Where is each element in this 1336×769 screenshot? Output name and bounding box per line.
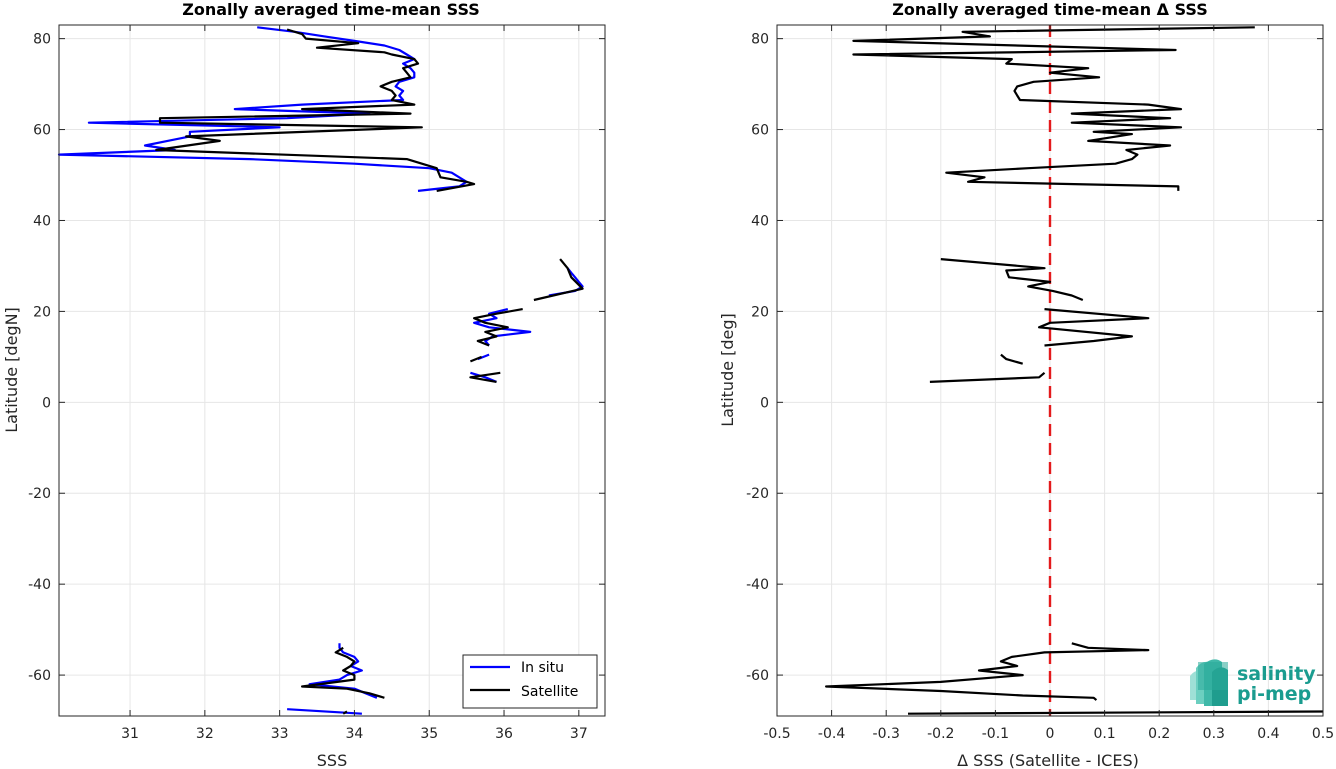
delta-sss-x-tick-label: 0.2: [1148, 726, 1170, 742]
logo-text-salinity: salinity: [1237, 663, 1316, 685]
delta-sss-x-tick-label: -0.3: [873, 726, 900, 742]
sss-x-tick-label: 32: [196, 726, 214, 742]
sss-x-tick-label: 37: [570, 726, 588, 742]
delta-sss-difference-line-segment: [1037, 308, 1150, 347]
delta-sss-ticks: -0.5 -0.4 -0.3 -0.2 -0.1 0 0.1 0.2 0.3 0.4 0.5 -60 -…: [746, 25, 1334, 742]
legend: In situ Satellite: [462, 654, 598, 709]
sss-chart-title: Zonally averaged time-mean SSS: [182, 0, 480, 19]
delta-sss-difference-line-segment: [824, 642, 1150, 701]
sss-y-tick-label: -20: [28, 486, 51, 502]
sss-x-tick-label: 34: [346, 726, 364, 742]
delta-sss-difference-line-segment: [940, 258, 1084, 302]
sss-y-tick-label: 60: [33, 123, 51, 139]
delta-sss-difference-line-segment: [929, 371, 1046, 383]
logo-text-pi-mep: pi-mep: [1237, 683, 1311, 705]
sss-satellite-line-segment: [301, 646, 385, 699]
delta-sss-y-tick-label: -60: [746, 668, 769, 684]
delta-sss-lines: [824, 26, 1324, 715]
sss-in-situ-line-segment: [308, 643, 378, 699]
delta-sss-x-tick-label: -0.4: [818, 726, 845, 742]
delta-sss-chart-title: Zonally averaged time-mean Δ SSS: [892, 0, 1208, 19]
delta-sss-x-tick-label: -0.5: [763, 726, 790, 742]
sss-grid: [59, 25, 605, 716]
delta-sss-x-axis-label: Δ SSS (Satellite - ICES): [957, 751, 1139, 769]
delta-sss-panel: Zonally averaged time-mean Δ SSS -0.5 -0.…: [718, 0, 1334, 769]
delta-sss-difference-line-segment: [852, 26, 1255, 191]
delta-sss-y-tick-label: 60: [751, 123, 769, 139]
delta-sss-y-tick-label: 0: [760, 395, 769, 411]
sss-satellite-line-segment: [469, 355, 483, 363]
delta-sss-x-tick-label: 0.3: [1203, 726, 1225, 742]
legend-in-situ-label: In situ: [521, 660, 564, 676]
sss-y-tick-label: 40: [33, 213, 51, 229]
delta-sss-y-tick-label: 20: [751, 304, 769, 320]
delta-sss-y-tick-label: 80: [751, 32, 769, 48]
delta-sss-x-tick-label: 0.4: [1257, 726, 1279, 742]
delta-sss-y-tick-label: 40: [751, 213, 769, 229]
sss-y-tick-label: 20: [33, 304, 51, 320]
sss-plot-area: [59, 25, 605, 716]
salinity-pi-mep-logo: salinity pi-mep: [1190, 659, 1316, 706]
logo-waves-icon: [1190, 659, 1228, 706]
sss-satellite-line-segment: [155, 28, 476, 192]
sss-in-situ-line-segment: [57, 26, 468, 192]
sss-y-axis-label: Latitude [degN]: [2, 307, 21, 433]
sss-y-tick-label: 80: [33, 32, 51, 48]
sss-satellite-line-segment: [469, 371, 501, 383]
delta-sss-y-axis-label: Latitude [deg]: [718, 313, 737, 427]
delta-sss-x-tick-label: 0.1: [1093, 726, 1115, 742]
sss-in-situ-line-segment: [287, 708, 362, 715]
sss-axes-box: [58, 24, 606, 717]
delta-sss-x-tick-label: -0.1: [982, 726, 1009, 742]
sss-x-tick-label: 31: [121, 726, 139, 742]
sss-y-tick-label: -60: [28, 668, 51, 684]
sss-satellite-line-segment: [533, 258, 584, 302]
sss-y-tick-label: -40: [28, 577, 51, 593]
sss-x-tick-label: 36: [495, 726, 513, 742]
sss-y-tick-label: 0: [42, 395, 51, 411]
delta-sss-x-tick-label: 0.5: [1312, 726, 1334, 742]
delta-sss-difference-line-segment: [907, 710, 1324, 715]
sss-satellite-line-segment: [342, 710, 348, 715]
delta-sss-difference-line-segment: [1000, 353, 1023, 365]
delta-sss-y-tick-label: -40: [746, 577, 769, 593]
sss-x-tick-label: 33: [271, 726, 289, 742]
delta-sss-x-tick-label: 0: [1046, 726, 1055, 742]
legend-satellite-label: Satellite: [521, 684, 578, 700]
sss-lines: [57, 26, 584, 715]
legend-box: [462, 654, 598, 709]
delta-sss-x-tick-label: -0.2: [927, 726, 954, 742]
sss-x-tick-label: 35: [420, 726, 438, 742]
sss-satellite-line-segment: [473, 308, 523, 347]
sss-x-axis-label: SSS: [317, 751, 347, 769]
sss-ticks: 31 32 33 34 35 36 37 -60 -40 -20 0 20 40 60 80: [28, 25, 605, 742]
sss-panel: Zonally averaged time-mean SSS 31 32 33 34 3…: [2, 0, 606, 769]
delta-sss-y-tick-label: -20: [746, 486, 769, 502]
